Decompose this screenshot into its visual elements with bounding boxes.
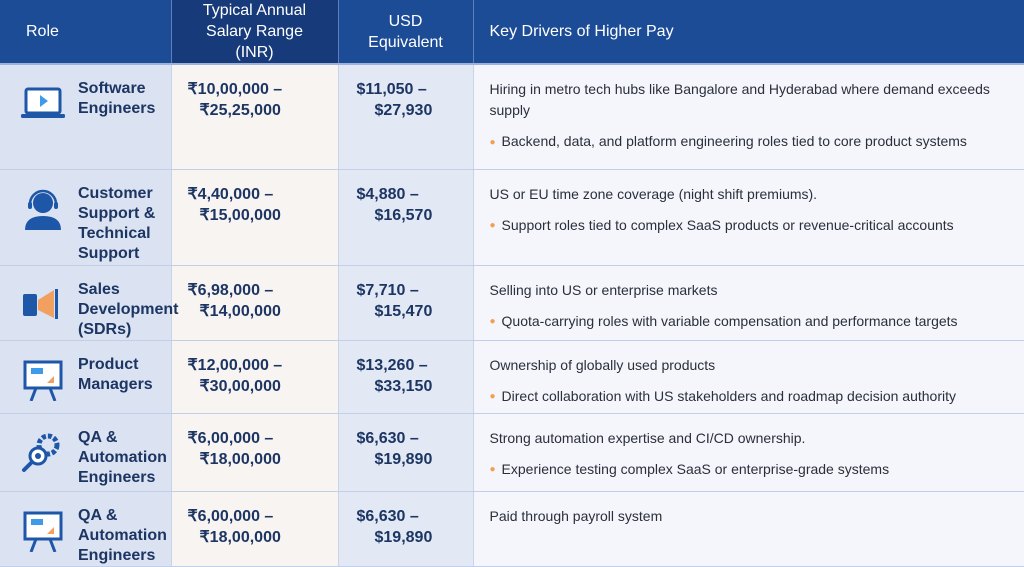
driver-bullet-text: Experience testing complex SaaS or enter… xyxy=(501,460,890,477)
inr-range-cell: ₹6,00,000 – ₹18,00,000 xyxy=(171,491,339,567)
usd-high: $27,930 xyxy=(374,102,433,119)
usd-high: $19,890 xyxy=(374,528,433,546)
driver-bullet: ● Quota-carrying roles with variable comp… xyxy=(490,311,1010,333)
usd-low: $6,630 – xyxy=(356,507,419,525)
driver-text: Ownership of globally used products xyxy=(489,356,716,373)
inr-high: ₹14,00,000 xyxy=(199,302,281,320)
header-row: Role Typical Annual Salary Range (INR) U… xyxy=(0,0,1024,65)
driver-bullet: ● Experience testing complex SaaS or ente… xyxy=(490,459,1010,481)
table-row: Software Engineers ₹10,00,000 – ₹25,25,00… xyxy=(0,64,1024,170)
role-name: Sales Development (SDRs) xyxy=(78,280,179,338)
headset-agent-icon xyxy=(20,188,66,230)
inr-low: ₹6,00,000 – xyxy=(187,429,274,447)
inr-range-cell: ₹6,00,000 – ₹18,00,000 xyxy=(171,413,339,492)
role-name: QA & Automation Engineers xyxy=(78,428,167,486)
driver-bullet-text: Support roles tied to complex SaaS produ… xyxy=(501,216,954,233)
inr-low: ₹12,00,000 – xyxy=(187,356,283,374)
usd-high: $33,150 xyxy=(374,377,433,395)
inr-range-cell: ₹6,98,000 – ₹14,00,000 xyxy=(171,265,339,341)
role-name: QA & Automation Engineers xyxy=(78,506,167,564)
usd-range-cell: $13,260 – $33,150 xyxy=(338,340,474,414)
inr-low: ₹4,40,000 – xyxy=(187,185,274,203)
inr-range-cell: ₹4,40,000 – ₹15,00,000 xyxy=(171,169,339,266)
header-role: Role xyxy=(0,0,172,65)
table-row: QA & Automation Engineers ₹6,00,000 – ₹18… xyxy=(0,491,1024,567)
role-name: Software Engineers xyxy=(78,80,156,117)
presentation-board-icon xyxy=(20,510,66,553)
inr-high: ₹25,25,000 xyxy=(199,102,281,119)
role-cell: Product Managers xyxy=(0,340,172,414)
driver-text: Paid through payroll system xyxy=(489,507,663,524)
usd-high: $16,570 xyxy=(374,206,433,224)
usd-range-cell: $7,710 – $15,470 xyxy=(338,265,474,341)
driver-text: US or EU time zone coverage (night shift… xyxy=(489,185,818,202)
role-cell: QA & Automation Engineers xyxy=(0,491,172,567)
usd-low: $11,050 – xyxy=(356,81,427,98)
usd-range-cell: $4,880 – $16,570 xyxy=(338,169,474,266)
megaphone-icon xyxy=(20,284,66,326)
driver-bullet-text: Direct collaboration with US stakeholder… xyxy=(501,387,957,404)
usd-low: $7,710 – xyxy=(356,281,419,299)
presentation-board-icon xyxy=(20,359,66,402)
inr-high: ₹15,00,000 xyxy=(199,206,281,224)
inr-high: ₹30,00,000 xyxy=(199,377,281,395)
drivers-cell: Ownership of globally used products ● Dir… xyxy=(473,340,1024,414)
header-inr: Typical Annual Salary Range (INR) xyxy=(171,0,339,65)
table-row: QA & Automation Engineers ₹6,00,000 – ₹18… xyxy=(0,413,1024,492)
usd-high: $19,890 xyxy=(374,450,433,468)
driver-bullet: ● Backend, data, and platform engineering… xyxy=(490,131,1010,153)
header-usd: USD Equivalent xyxy=(338,0,474,65)
bullet-dot-icon: ● xyxy=(489,220,496,232)
inr-range-cell: ₹12,00,000 – ₹30,00,000 xyxy=(171,340,339,414)
role-cell: Software Engineers xyxy=(0,64,172,170)
driver-bullet: ● Direct collaboration with US stakeholde… xyxy=(490,386,1010,408)
role-cell: Sales Development (SDRs) xyxy=(0,265,178,341)
usd-low: $4,880 – xyxy=(356,185,419,203)
usd-high: $15,470 xyxy=(374,302,433,320)
role-cell: Customer Support & Technical Support xyxy=(0,169,172,266)
inr-high: ₹18,00,000 xyxy=(199,450,281,468)
drivers-cell: Strong automation expertise and CI/CD ow… xyxy=(473,413,1024,492)
drivers-cell: Hiring in metro tech hubs like Bangalore… xyxy=(473,64,1024,170)
laptop-icon xyxy=(20,83,66,125)
inr-high: ₹18,00,000 xyxy=(199,528,281,546)
usd-low: $13,260 – xyxy=(356,356,428,374)
bullet-dot-icon: ● xyxy=(489,316,496,328)
usd-range-cell: $6,630 – $19,890 xyxy=(338,413,474,492)
bullet-dot-icon: ● xyxy=(489,136,496,148)
drivers-cell: Selling into US or enterprise markets ● Q… xyxy=(473,265,1024,341)
table-row: Sales Development (SDRs) ₹6,98,000 – ₹14,… xyxy=(0,265,1024,341)
drivers-cell: Paid through payroll system xyxy=(473,491,1024,567)
driver-text: Strong automation expertise and CI/CD ow… xyxy=(489,429,806,446)
inr-low: ₹10,00,000 – xyxy=(187,81,283,98)
gear-magnifier-icon xyxy=(20,432,66,474)
usd-low: $6,630 – xyxy=(356,429,419,447)
driver-bullet-text: Backend, data, and platform engineering … xyxy=(501,133,967,149)
inr-range-cell: ₹10,00,000 – ₹25,25,000 xyxy=(171,64,339,170)
driver-text: Hiring in metro tech hubs like Bangalore… xyxy=(489,81,990,118)
usd-range-cell: $11,050 – $27,930 xyxy=(338,64,474,170)
inr-low: ₹6,98,000 – xyxy=(187,281,274,299)
usd-range-cell: $6,630 – $19,890 xyxy=(338,491,474,567)
drivers-cell: US or EU time zone coverage (night shift… xyxy=(473,169,1024,266)
driver-bullet: ● Support roles tied to complex SaaS prod… xyxy=(490,215,1010,237)
bullet-dot-icon: ● xyxy=(489,391,496,403)
role-name: Product Managers xyxy=(78,355,153,393)
inr-low: ₹6,00,000 – xyxy=(187,507,274,525)
role-cell: QA & Automation Engineers xyxy=(0,413,172,492)
driver-bullet-text: Quota-carrying roles with variable compe… xyxy=(501,312,958,329)
driver-text: Selling into US or enterprise markets xyxy=(489,281,718,298)
bullet-dot-icon: ● xyxy=(489,464,496,476)
table-row: Product Managers ₹12,00,000 – ₹30,00,000 … xyxy=(0,340,1024,414)
role-name: Customer Support & Technical Support xyxy=(78,184,156,262)
header-drivers: Key Drivers of Higher Pay xyxy=(473,0,1024,65)
table-row: Customer Support & Technical Support ₹4,… xyxy=(0,169,1024,266)
